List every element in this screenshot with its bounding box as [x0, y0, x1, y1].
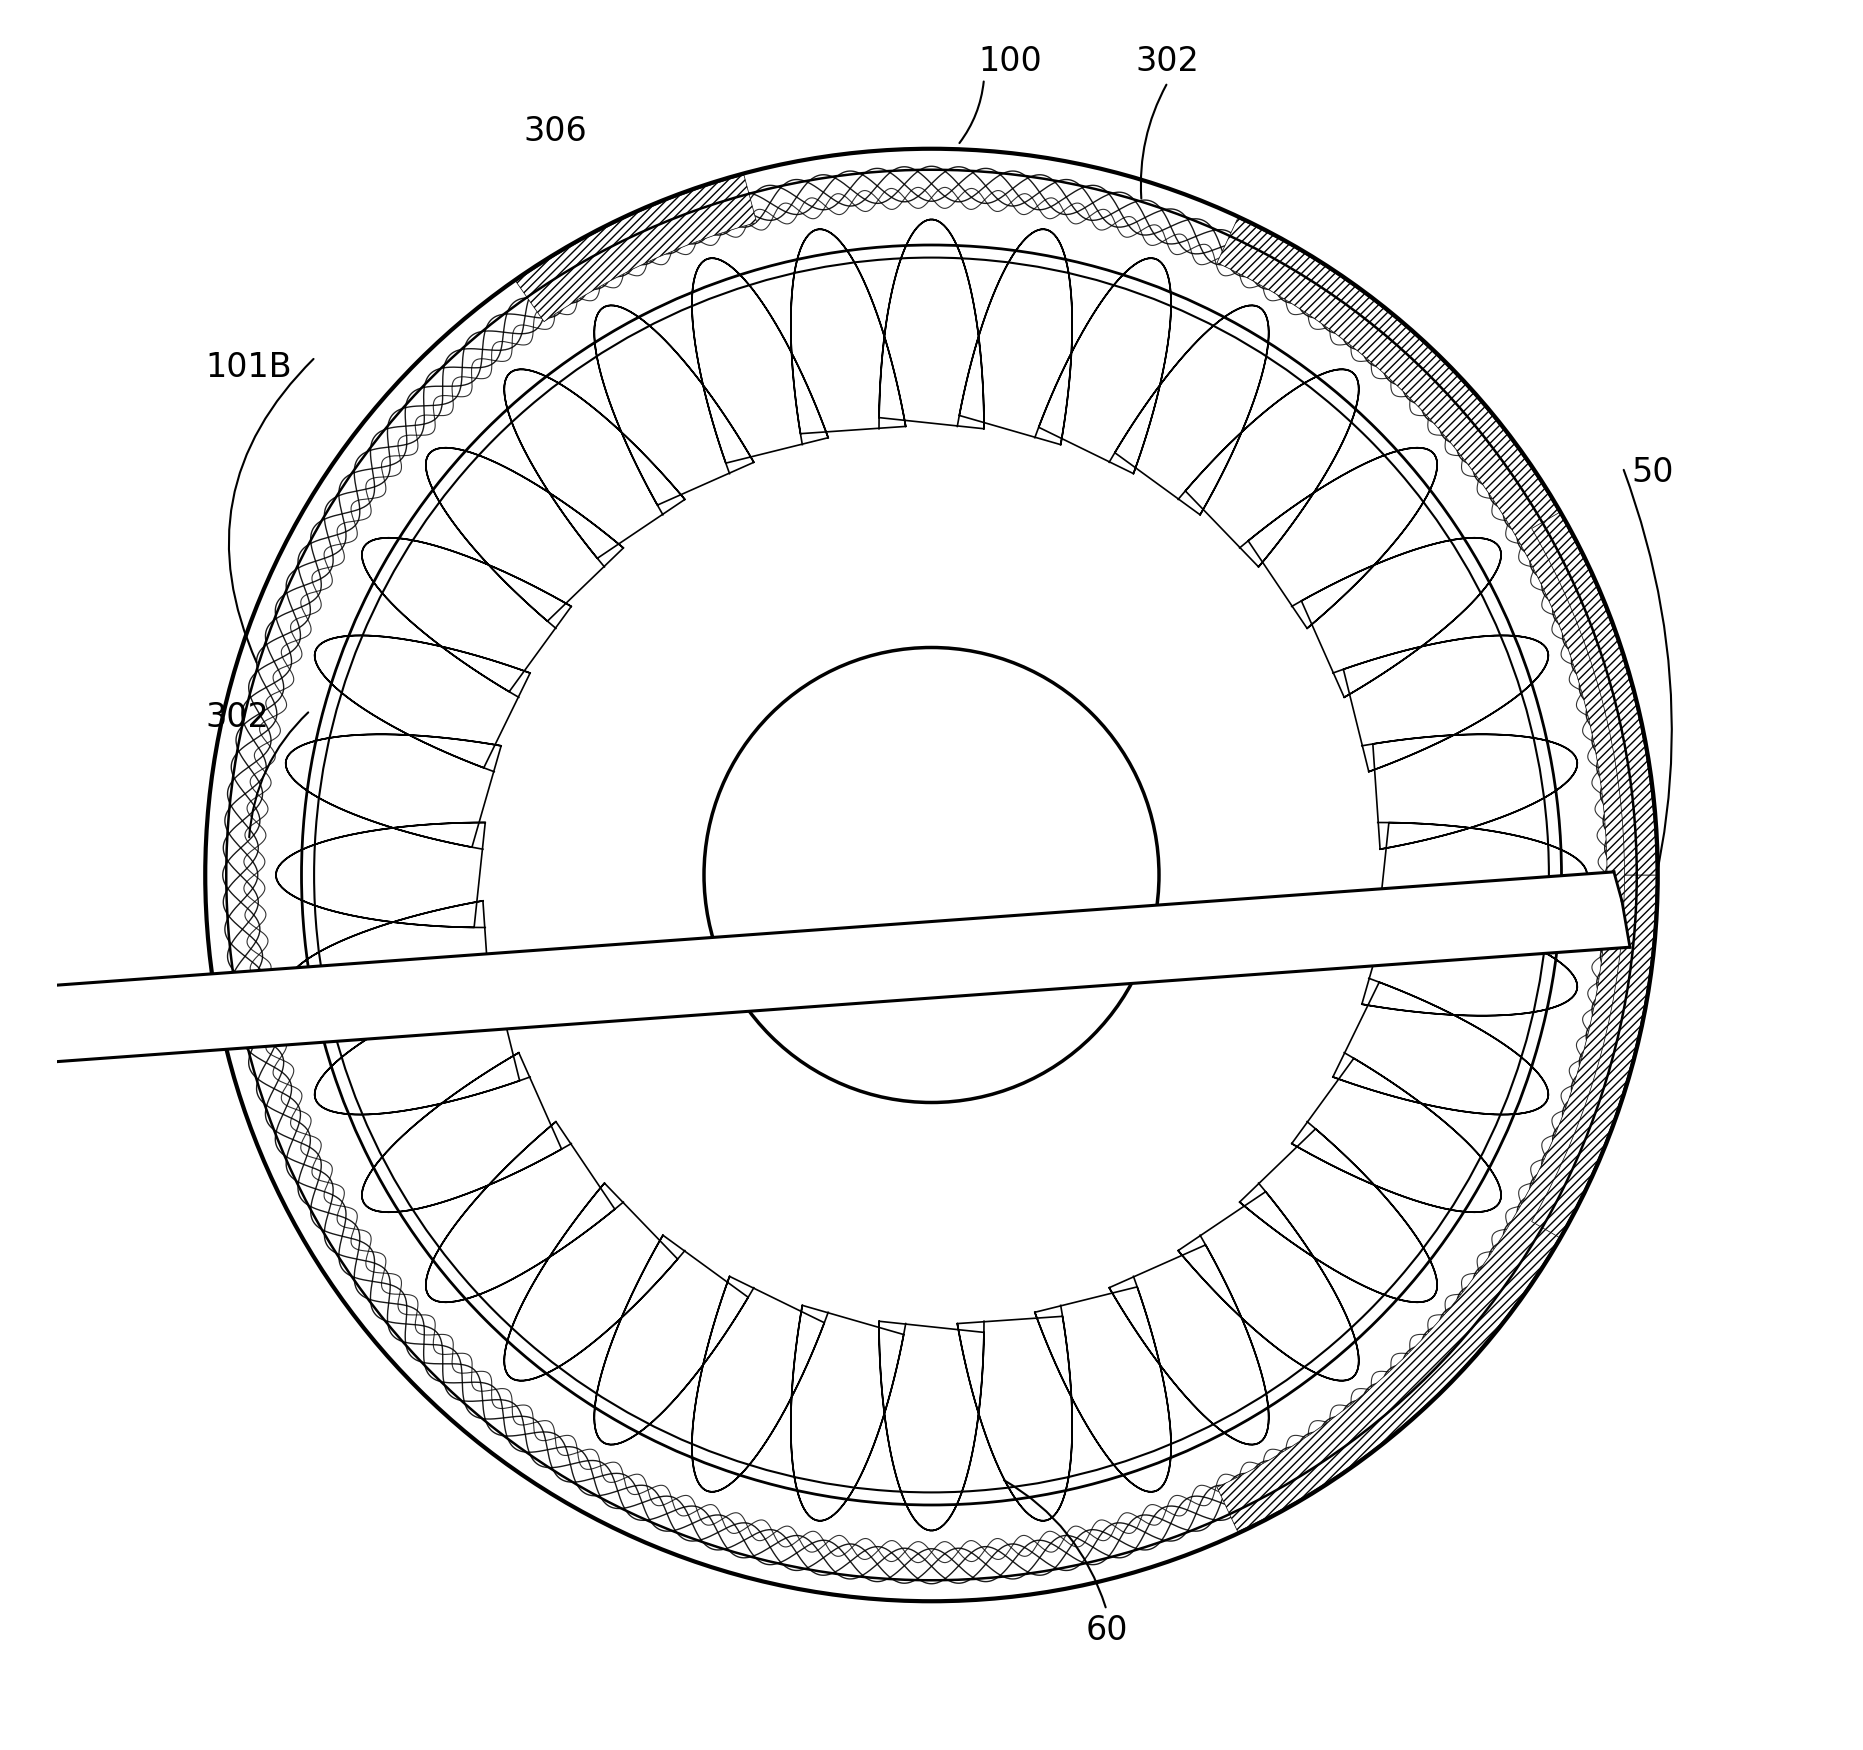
Polygon shape [0, 872, 1630, 1090]
Text: 302: 302 [1136, 46, 1200, 77]
Wedge shape [1531, 513, 1656, 875]
Wedge shape [516, 175, 756, 322]
Text: 302: 302 [205, 702, 268, 733]
Wedge shape [1217, 219, 1656, 1531]
Text: 100: 100 [978, 46, 1041, 77]
Text: 306: 306 [524, 116, 587, 147]
Text: 50: 50 [1632, 457, 1675, 488]
Text: 101B: 101B [205, 352, 292, 383]
Wedge shape [1531, 875, 1656, 1237]
Text: 60: 60 [1086, 1615, 1127, 1647]
